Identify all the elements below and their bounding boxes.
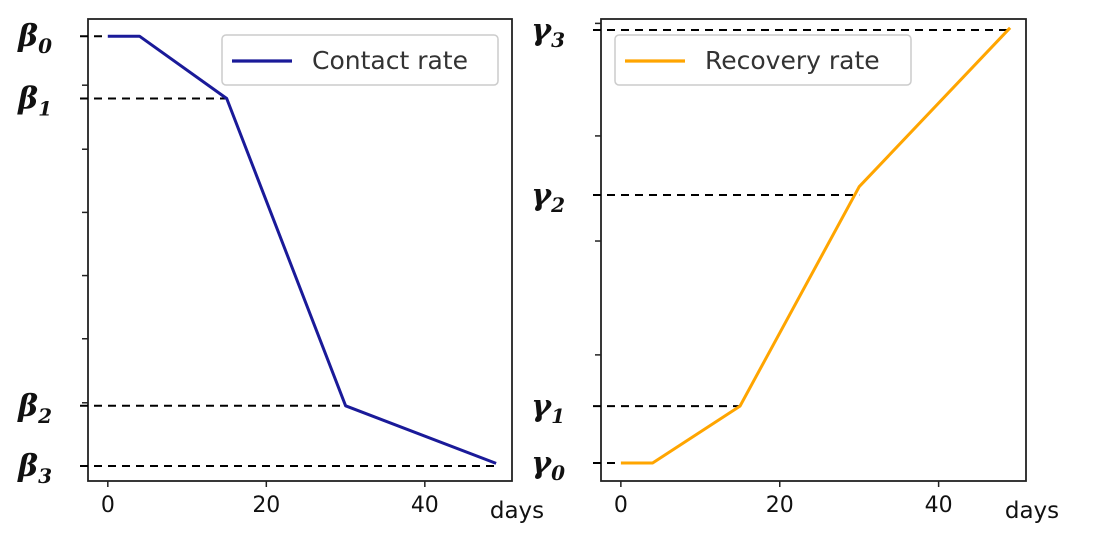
- x-tick-label: 40: [925, 493, 953, 518]
- series-line: [620, 26, 1012, 465]
- x-axis-label: days: [1005, 498, 1059, 524]
- series-line: [107, 34, 497, 465]
- legend-box: [614, 34, 912, 86]
- reference-label: γ1: [531, 389, 565, 428]
- legend-label: Recovery rate: [705, 46, 880, 75]
- plot-frame: [600, 18, 1027, 482]
- recovery-rate-chart: 0 20 40 γ0 γ1 γ2 γ3 Recovery rate days: [531, 13, 1059, 524]
- reference-label: γ0: [531, 446, 565, 485]
- reference-label: β3: [17, 449, 52, 488]
- reference-label: β0: [17, 19, 52, 58]
- x-tick-label: 0: [101, 493, 115, 518]
- x-tick-label: 40: [411, 493, 439, 518]
- reference-label: γ3: [531, 13, 565, 52]
- x-tick-label: 20: [252, 493, 280, 518]
- legend-box: [221, 34, 499, 86]
- x-tick-label: 0: [614, 493, 628, 518]
- contact-rate-chart: 0 20 40 β0 β1 β2 β3 Contact rate days: [17, 18, 544, 524]
- x-tick-label: 20: [766, 493, 794, 518]
- reference-label: β1: [17, 82, 52, 121]
- legend-label: Contact rate: [312, 46, 468, 75]
- plot-frame: [87, 18, 513, 482]
- x-axis-label: days: [490, 498, 544, 524]
- reference-label: β2: [17, 389, 52, 428]
- reference-label: γ2: [531, 178, 565, 217]
